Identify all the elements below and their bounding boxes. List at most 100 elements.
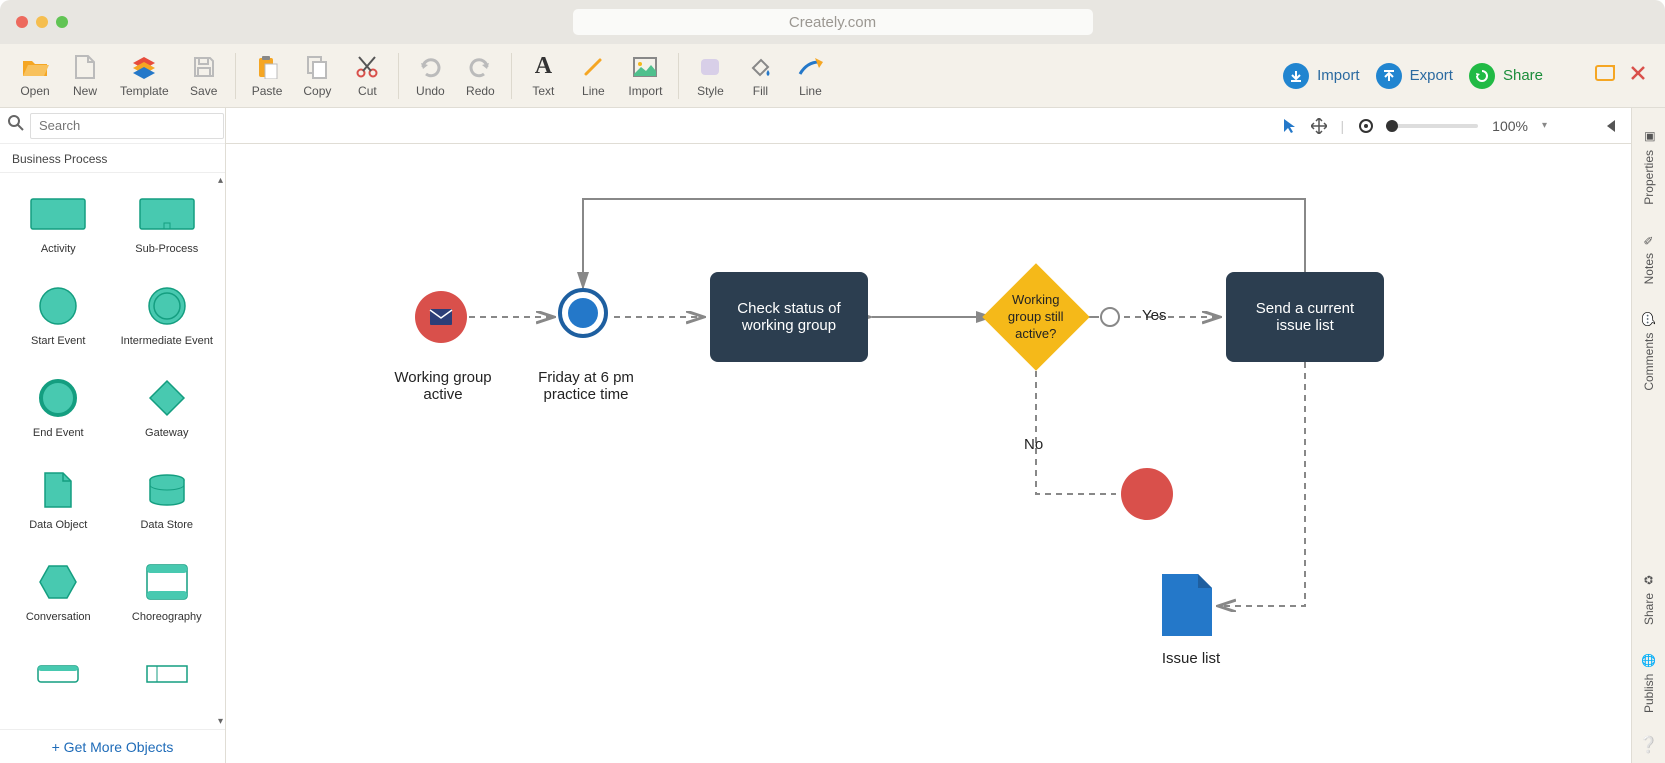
end-event-node[interactable] bbox=[1121, 468, 1173, 520]
file-new-icon bbox=[70, 52, 100, 82]
comments-icon: 💬 bbox=[1641, 312, 1656, 326]
maximize-window-icon[interactable] bbox=[56, 16, 68, 28]
fill-button[interactable]: Fill bbox=[735, 48, 785, 104]
line-tool-button[interactable]: Line bbox=[568, 48, 618, 104]
folder-open-icon bbox=[20, 52, 50, 82]
import-img-label: Import bbox=[628, 84, 662, 98]
search-icon bbox=[8, 115, 24, 136]
rail-comments[interactable]: Comments💬 bbox=[1642, 298, 1656, 405]
copy-icon bbox=[302, 52, 332, 82]
copy-label: Copy bbox=[303, 84, 331, 98]
pan-tool-icon[interactable] bbox=[1311, 118, 1327, 134]
import-label: Import bbox=[1317, 67, 1360, 84]
image-icon bbox=[630, 52, 660, 82]
help-icon[interactable]: ❔ bbox=[1639, 735, 1659, 763]
start-event-label: Working group active bbox=[378, 369, 508, 403]
import-button[interactable]: Import bbox=[1283, 63, 1360, 89]
scroll-up-icon[interactable]: ▴ bbox=[218, 175, 223, 186]
paste-button[interactable]: Paste bbox=[242, 48, 293, 104]
search-input[interactable] bbox=[30, 113, 224, 139]
diagram-canvas[interactable]: Working group active Friday at 6 pm prac… bbox=[226, 144, 1631, 763]
shape-data-object[interactable]: Data Object bbox=[4, 459, 113, 547]
shape-extra-2[interactable] bbox=[113, 643, 222, 719]
shape-conversation[interactable]: Conversation bbox=[4, 551, 113, 639]
notes-icon: ✎ bbox=[1642, 233, 1656, 247]
copy-button[interactable]: Copy bbox=[292, 48, 342, 104]
check-status-task[interactable]: Check status of working group bbox=[710, 272, 868, 362]
zoom-dropdown-icon[interactable]: ▾ bbox=[1542, 120, 1547, 131]
issue-list-label: Issue list bbox=[1146, 650, 1236, 667]
timer-event-label: Friday at 6 pm practice time bbox=[521, 369, 651, 403]
text-tool-button[interactable]: A Text bbox=[518, 48, 568, 104]
url-bar[interactable]: Creately.com bbox=[573, 9, 1093, 35]
rail-share[interactable]: Share♻ bbox=[1642, 559, 1656, 639]
shape-start-event[interactable]: Start Event bbox=[4, 275, 113, 363]
decision-label: Working group still active? bbox=[998, 292, 1074, 343]
shape-extra-1[interactable] bbox=[4, 643, 113, 719]
text-icon: A bbox=[528, 52, 558, 82]
timer-event-node[interactable] bbox=[558, 288, 608, 338]
pointer-tool-icon[interactable] bbox=[1283, 118, 1297, 134]
right-rail: Properties▣ Notes✎ Comments💬 Share♻ Publ… bbox=[1631, 108, 1665, 763]
save-button[interactable]: Save bbox=[179, 48, 229, 104]
paste-label: Paste bbox=[252, 84, 283, 98]
rail-publish[interactable]: Publish🌐 bbox=[1642, 639, 1656, 727]
zoom-slider[interactable] bbox=[1388, 124, 1478, 128]
style-button[interactable]: Style bbox=[685, 48, 735, 104]
new-label: New bbox=[73, 84, 97, 98]
start-event-node[interactable] bbox=[415, 291, 467, 343]
get-more-objects[interactable]: + Get More Objects bbox=[0, 729, 225, 763]
yes-label: Yes bbox=[1142, 307, 1166, 324]
export-button[interactable]: Export bbox=[1376, 63, 1453, 89]
share-button[interactable]: Share bbox=[1469, 63, 1543, 89]
shape-gateway[interactable]: Gateway bbox=[113, 367, 222, 455]
panel-title: Business Process bbox=[0, 144, 225, 173]
upload-icon bbox=[1376, 63, 1402, 89]
cut-button[interactable]: Cut bbox=[342, 48, 392, 104]
collapse-right-icon[interactable] bbox=[1605, 119, 1617, 133]
bucket-icon bbox=[745, 52, 775, 82]
line-style-button[interactable]: Line bbox=[785, 48, 835, 104]
redo-button[interactable]: Redo bbox=[455, 48, 505, 104]
shape-data-store[interactable]: Data Store bbox=[113, 459, 222, 547]
intermediate-event-node[interactable] bbox=[1100, 307, 1120, 327]
close-icon[interactable] bbox=[1631, 66, 1645, 85]
scroll-down-icon[interactable]: ▾ bbox=[218, 716, 223, 727]
main-toolbar: Open New Template Save Paste Copy Cut bbox=[0, 44, 1665, 108]
close-window-icon[interactable] bbox=[16, 16, 28, 28]
redo-label: Redo bbox=[466, 84, 495, 98]
template-label: Template bbox=[120, 84, 169, 98]
undo-button[interactable]: Undo bbox=[405, 48, 455, 104]
open-button[interactable]: Open bbox=[10, 48, 60, 104]
shape-subprocess[interactable]: Sub-Process bbox=[113, 183, 222, 271]
message-start-icon bbox=[415, 291, 467, 343]
new-button[interactable]: New bbox=[60, 48, 110, 104]
presentation-icon[interactable] bbox=[1595, 65, 1615, 86]
shape-activity[interactable]: Activity bbox=[4, 183, 113, 271]
minimize-window-icon[interactable] bbox=[36, 16, 48, 28]
scissors-icon bbox=[352, 52, 382, 82]
undo-icon bbox=[415, 52, 445, 82]
no-label: No bbox=[1024, 436, 1043, 453]
template-button[interactable]: Template bbox=[110, 48, 179, 104]
url-text: Creately.com bbox=[789, 14, 876, 31]
zoom-target-icon[interactable] bbox=[1358, 118, 1374, 134]
shape-choreography[interactable]: Choreography bbox=[113, 551, 222, 639]
send-list-task[interactable]: Send a current issue list bbox=[1226, 272, 1384, 362]
share-label: Share bbox=[1503, 67, 1543, 84]
import-image-button[interactable]: Import bbox=[618, 48, 672, 104]
get-more-link[interactable]: + Get More Objects bbox=[52, 739, 174, 755]
issue-list-doc[interactable] bbox=[1162, 574, 1212, 636]
line-style-icon bbox=[795, 52, 825, 82]
rail-properties[interactable]: Properties▣ bbox=[1642, 116, 1656, 219]
shape-end-event[interactable]: End Event bbox=[4, 367, 113, 455]
rail-notes[interactable]: Notes✎ bbox=[1642, 219, 1656, 298]
decision-gateway[interactable]: Working group still active? bbox=[982, 263, 1089, 370]
pencil-icon bbox=[578, 52, 608, 82]
paste-icon bbox=[252, 52, 282, 82]
cut-label: Cut bbox=[358, 84, 377, 98]
shape-intermediate-event[interactable]: Intermediate Event bbox=[113, 275, 222, 363]
fill-label: Fill bbox=[753, 84, 768, 98]
style-icon bbox=[695, 52, 725, 82]
redo-icon bbox=[465, 52, 495, 82]
